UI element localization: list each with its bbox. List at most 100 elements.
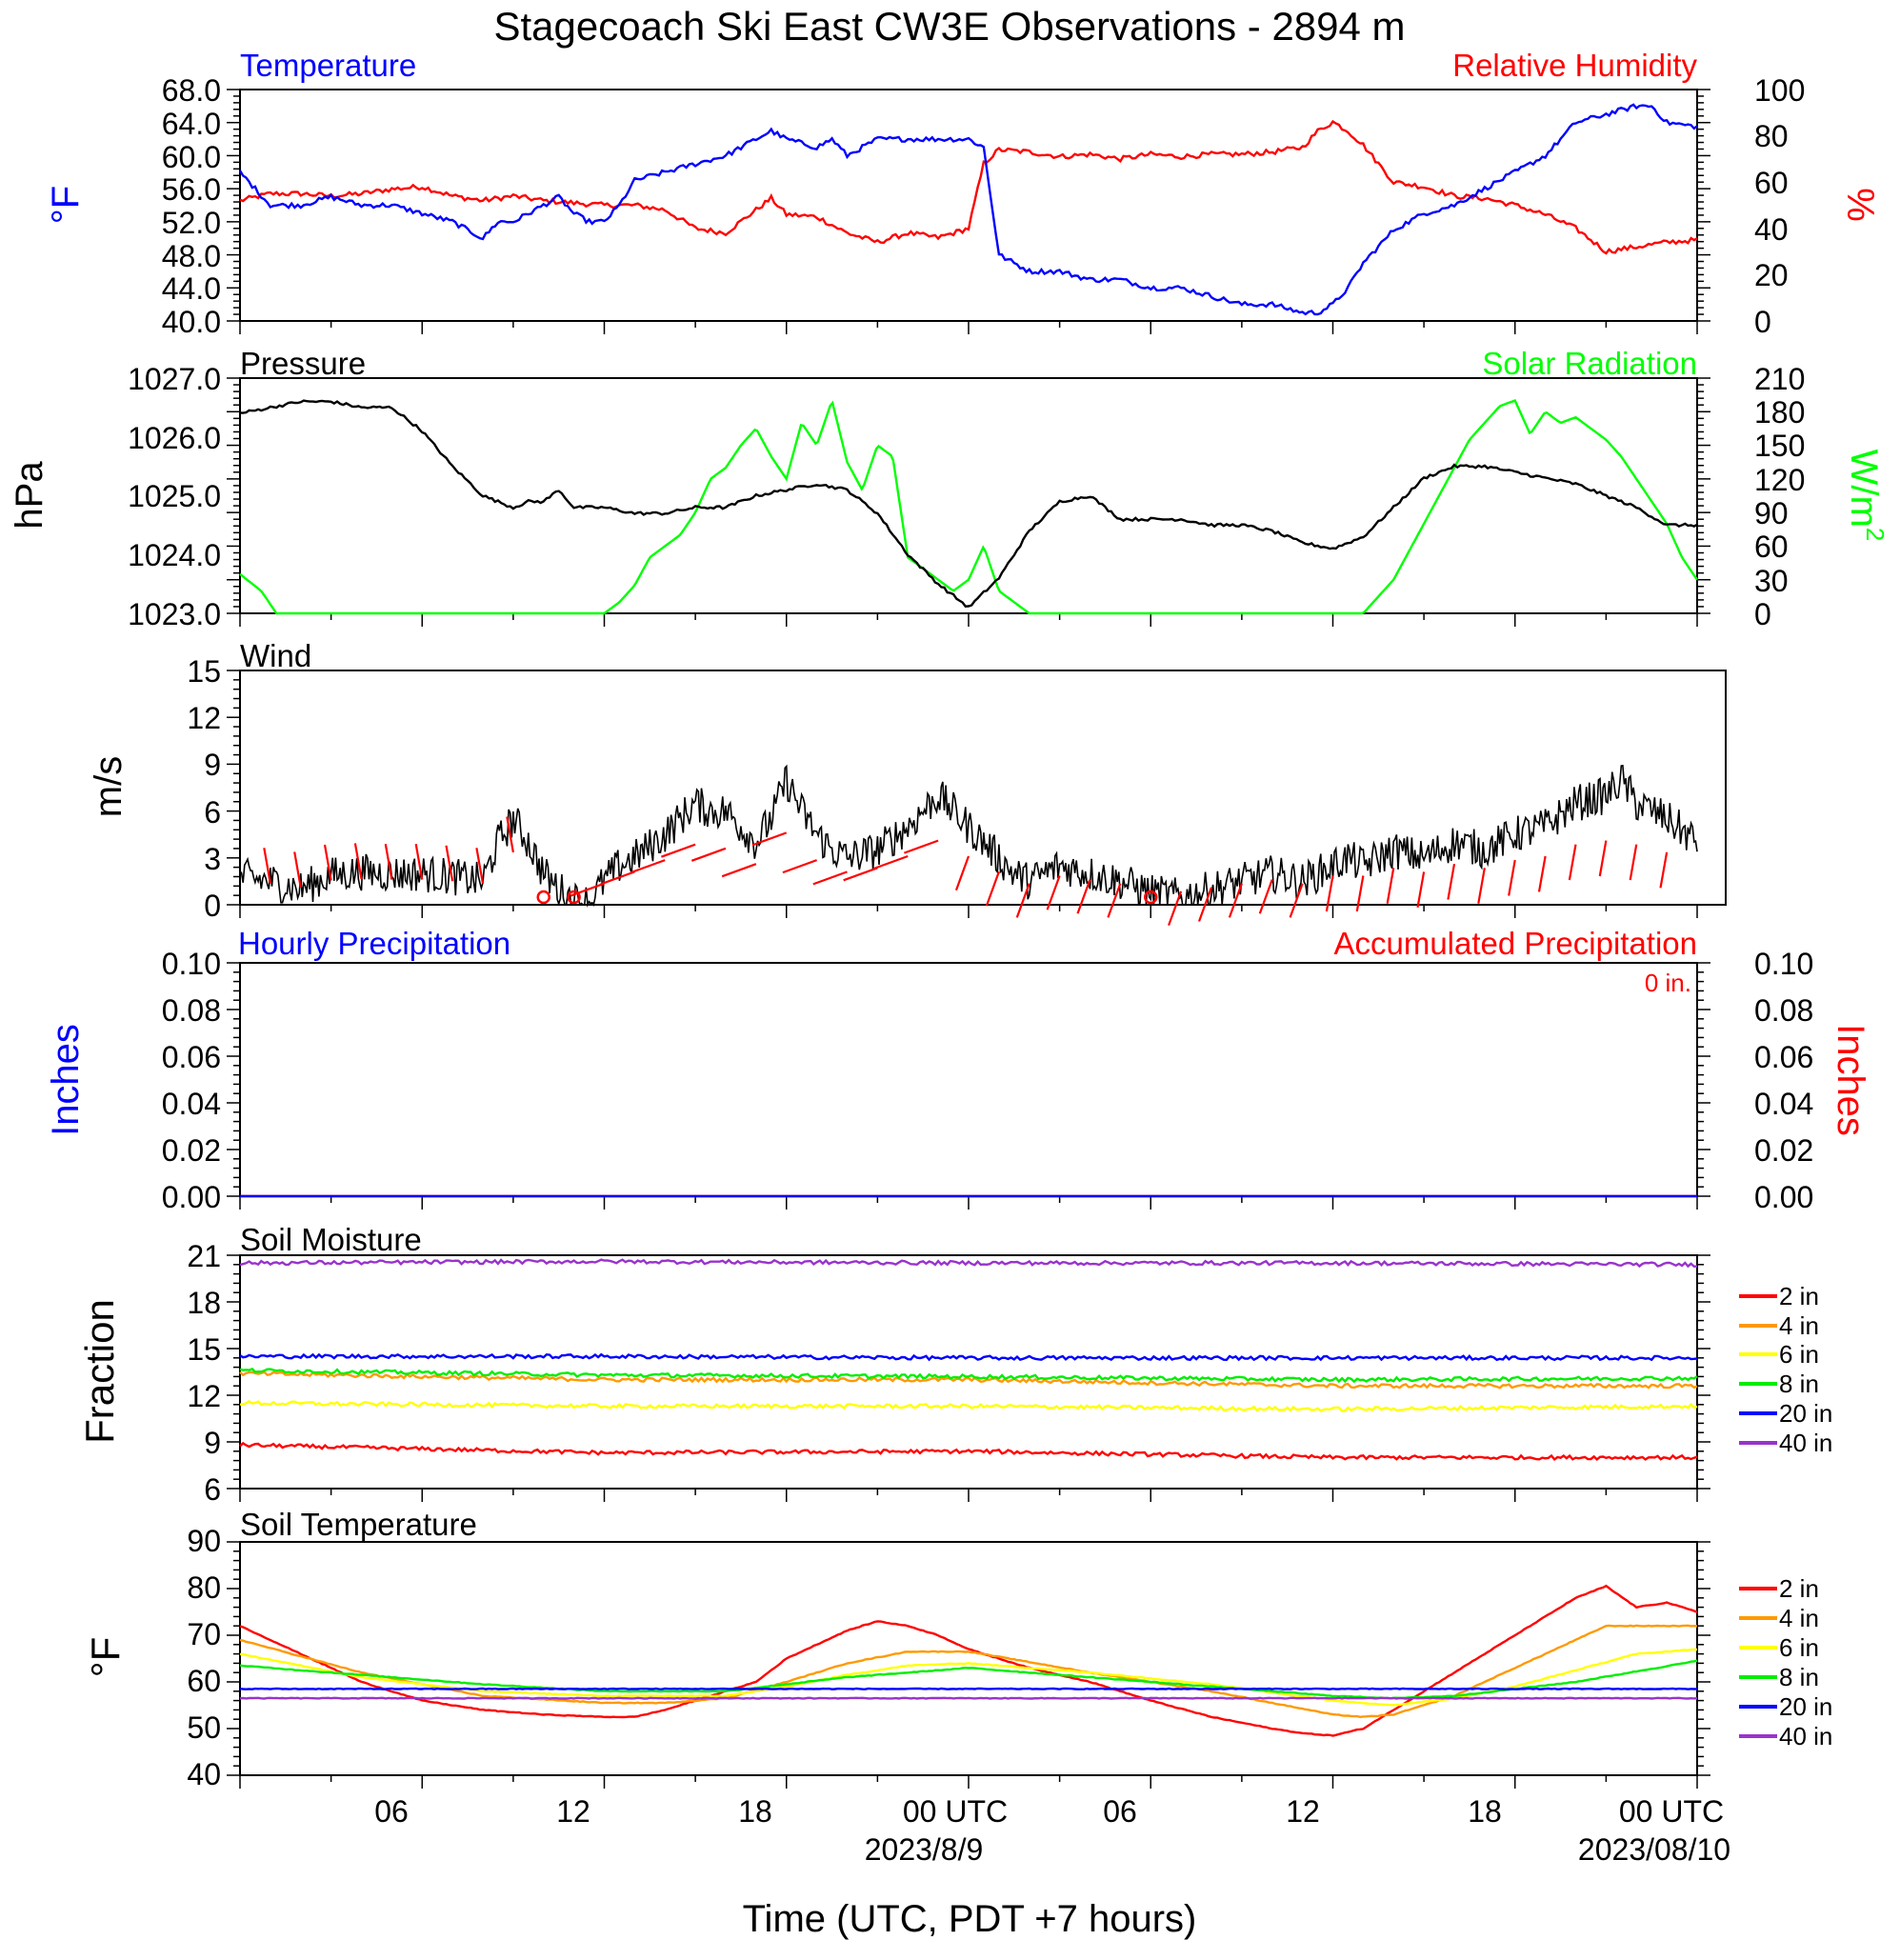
temperature-line — [238, 103, 1698, 316]
pressure-title: Pressure — [240, 346, 366, 381]
panel-precipitation: Hourly Precipitation Accumulated Precipi… — [45, 926, 1871, 1214]
humidity-unit: % — [1839, 188, 1881, 222]
y-tick-label: 6 — [204, 795, 221, 830]
x-axis-title: Time (UTC, PDT +7 hours) — [743, 1898, 1197, 1940]
wind-barb — [751, 831, 788, 847]
x-tick-label: 12 — [1286, 1794, 1320, 1829]
x-tick-label: 18 — [738, 1794, 772, 1829]
legend-label: 2 in — [1779, 1574, 1819, 1603]
soil-moisture-unit: Fraction — [77, 1299, 122, 1444]
x-date-label: 2023/08/10 — [1578, 1832, 1730, 1867]
wind-barb — [1659, 851, 1669, 889]
y-tick-label: 40 — [1754, 212, 1789, 247]
solar-unit: W/m2 — [1843, 450, 1890, 542]
legend-label: 4 in — [1779, 1604, 1819, 1632]
y-tick-label: 80 — [1754, 119, 1789, 153]
y-tick-label: 52.0 — [162, 206, 221, 240]
pressure-unit: hPa — [9, 461, 50, 530]
solar-right-ticks: 210 180 150 120 90 60 30 0 — [1754, 362, 1805, 631]
soil-moisture-title: Soil Moisture — [240, 1222, 422, 1257]
wind-ticks: 15 12 9 6 3 0 — [187, 654, 221, 923]
y-tick-label: 9 — [204, 1426, 221, 1460]
wind-barb — [1325, 875, 1334, 912]
wind-barb — [506, 816, 514, 853]
wind-title: Wind — [240, 638, 311, 673]
wind-barb — [1107, 883, 1122, 918]
wind-barb — [475, 848, 485, 884]
solar-radiation-line — [239, 398, 1698, 615]
y-tick-label: 70 — [187, 1617, 221, 1651]
wind-barb — [954, 855, 970, 891]
wind-barb — [1258, 879, 1273, 914]
soil-moisture-plot-area — [227, 1254, 1710, 1502]
x-axis-labels: 06 12 18 00 UTC 06 12 18 00 UTC 2023/8/9… — [374, 1794, 1730, 1940]
y-tick-label: 0.06 — [1754, 1040, 1813, 1074]
x-tick-label: 00 UTC — [1619, 1794, 1724, 1829]
wind-barb — [1046, 875, 1061, 910]
y-tick-label: 0.06 — [162, 1040, 221, 1074]
wind-barb — [1568, 844, 1577, 881]
y-tick-label: 0.10 — [162, 947, 221, 981]
wind-plot-area — [227, 670, 1727, 926]
y-tick-label: 0.00 — [1754, 1180, 1813, 1214]
legend-label: 40 in — [1779, 1722, 1832, 1750]
wind-barb — [353, 843, 363, 879]
soil-moisture-line-40in — [239, 1258, 1698, 1269]
wind-barb — [384, 844, 393, 880]
wind-barb — [1598, 840, 1608, 877]
y-tick-label: 1025.0 — [128, 479, 221, 513]
y-tick-label: 20 — [1754, 258, 1789, 292]
legend-label: 20 in — [1779, 1692, 1832, 1721]
plot-frame — [239, 962, 1698, 1197]
y-tick-label: 64.0 — [162, 107, 221, 141]
x-tick-label: 12 — [556, 1794, 590, 1829]
wind-barb — [1447, 864, 1456, 900]
wind-barb — [1386, 868, 1395, 904]
y-tick-label: 60.0 — [162, 140, 221, 174]
legend-label: 20 in — [1779, 1399, 1832, 1428]
panel-soil-moisture: Soil Moisture Fraction 21 18 15 12 9 6 2… — [77, 1222, 1832, 1507]
wind-barb — [985, 871, 1000, 907]
humidity-title: Relative Humidity — [1452, 48, 1697, 83]
temperature-left-ticks: 68.0 64.0 60.0 56.0 52.0 48.0 44.0 40.0 — [162, 73, 221, 339]
wind-barb — [1197, 887, 1213, 922]
wind-barb — [873, 854, 909, 870]
y-tick-label: 0 — [204, 889, 221, 923]
panel-pressure-solar: Pressure Solar Radiation hPa W/m2 1027.0… — [9, 346, 1890, 631]
plot-frame — [239, 1254, 1698, 1490]
legend-label: 6 in — [1779, 1340, 1819, 1369]
wind-barb — [1416, 871, 1426, 908]
soil-temp-line-2in — [239, 1584, 1698, 1737]
x-tick-label: 06 — [374, 1794, 409, 1829]
hourly-precip-title: Hourly Precipitation — [238, 926, 510, 961]
y-tick-label: 1023.0 — [128, 597, 221, 631]
y-tick-label: 90 — [187, 1524, 221, 1558]
soil-temp-line-20in — [239, 1687, 1698, 1690]
wind-barb — [1355, 875, 1365, 912]
pressure-left-ticks: 1027.0 1026.0 1025.0 1024.0 1023.0 — [128, 362, 221, 631]
y-tick-label: 120 — [1754, 463, 1805, 497]
y-tick-label: 210 — [1754, 362, 1805, 396]
calm-wind-marker — [1144, 890, 1158, 905]
accum-precip-unit: Inches — [1830, 1024, 1871, 1136]
soil-moisture-line-20in — [239, 1352, 1698, 1362]
wind-barb — [1168, 890, 1183, 926]
solar-unit-exponent: 2 — [1861, 528, 1890, 541]
wind-barb — [904, 839, 939, 854]
y-tick-label: 60 — [1754, 530, 1789, 564]
temperature-title: Temperature — [240, 48, 416, 83]
wind-barb — [630, 859, 666, 874]
wind-barb — [782, 859, 818, 874]
y-tick-label: 150 — [1754, 429, 1805, 463]
humidity-line — [239, 119, 1698, 255]
wind-barb — [690, 847, 727, 862]
panel-wind: Wind m/s 15 12 9 6 3 0 — [88, 638, 1727, 926]
soil-temp-line-8in — [239, 1659, 1698, 1700]
y-tick-label: 0.00 — [162, 1180, 221, 1214]
wind-barb — [323, 844, 332, 881]
wind-barb — [1289, 883, 1304, 918]
wind-barb — [1076, 879, 1091, 914]
wind-barb — [263, 848, 271, 884]
y-tick-label: 18 — [187, 1286, 221, 1320]
y-tick-label: 90 — [1754, 496, 1789, 530]
